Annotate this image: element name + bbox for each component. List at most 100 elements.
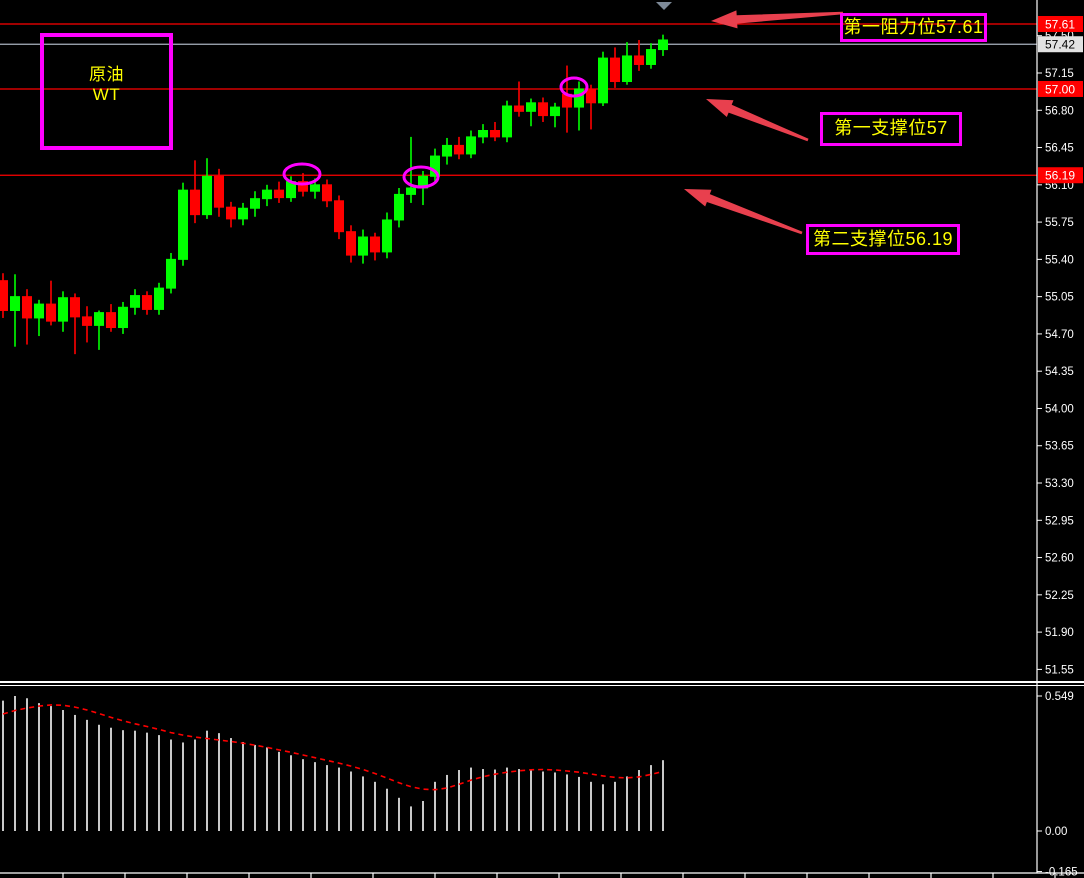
candlestick: [238, 207, 248, 220]
candlestick: [658, 39, 668, 51]
candlestick: [334, 200, 344, 233]
indicator-tick-label: 0.549: [1045, 691, 1074, 703]
price-tick-label: 56.80: [1045, 105, 1074, 117]
price-badge: [1038, 80, 1083, 97]
price-badge-label: 56.19: [1045, 169, 1075, 183]
symbol-name: 原油: [89, 65, 124, 84]
candlestick: [274, 189, 284, 199]
candlestick: [430, 155, 440, 177]
annotation-arrow[interactable]: [684, 189, 803, 235]
support2-annotation-text: 第二支撑位56.19: [812, 228, 954, 249]
price-tick-label: 51.90: [1045, 627, 1074, 639]
annotation-arrow[interactable]: [711, 10, 844, 29]
indicator-histogram: [2, 696, 664, 831]
symbol-annotation-box[interactable]: 原油 WT: [40, 33, 173, 150]
price-tick-label: 54.35: [1045, 366, 1074, 378]
candlestick: [214, 175, 224, 208]
candlestick: [190, 189, 200, 216]
candlestick: [454, 144, 464, 155]
candlestick: [106, 312, 116, 329]
candlestick: [130, 295, 140, 308]
symbol-code: WT: [92, 85, 121, 105]
candlestick: [22, 296, 32, 319]
candlestick: [646, 49, 656, 65]
candlestick: [514, 105, 524, 112]
candlestick: [466, 136, 476, 155]
resistance-annotation[interactable]: 第一阻力位57.61: [840, 13, 987, 42]
candlestick: [502, 105, 512, 138]
candles-layer: [0, 34, 668, 355]
price-tick-label: 51.55: [1045, 664, 1074, 676]
candlestick: [250, 198, 260, 209]
candlestick: [298, 181, 308, 192]
price-tick-label: 52.25: [1045, 590, 1074, 602]
candlestick: [358, 236, 368, 256]
price-tick-label: 52.60: [1045, 553, 1074, 565]
price-tick-label: 52.95: [1045, 515, 1074, 527]
support2-annotation[interactable]: 第二支撑位56.19: [806, 224, 960, 255]
highlight-ellipse[interactable]: [559, 76, 589, 98]
scroll-marker-icon: [656, 2, 672, 10]
price-badge: [1038, 16, 1083, 32]
price-badge-label: 57.61: [1045, 18, 1075, 32]
price-tick-label: 55.40: [1045, 254, 1074, 266]
candlestick: [310, 184, 320, 192]
candlestick: [478, 130, 488, 138]
indicator-tick-label: 0.00: [1045, 826, 1067, 838]
price-tick-label: 54.00: [1045, 403, 1074, 415]
candlestick: [34, 303, 44, 319]
price-badge: [1038, 167, 1083, 184]
price-tick-label: 56.45: [1045, 143, 1074, 155]
candlestick: [46, 303, 56, 322]
candlestick: [10, 296, 20, 311]
candlestick: [442, 144, 452, 157]
price-tick-label: 55.05: [1045, 292, 1074, 304]
time-axis[interactable]: [62, 873, 1056, 878]
candlestick: [598, 57, 608, 104]
highlight-ellipse[interactable]: [402, 165, 440, 189]
candlestick: [142, 295, 152, 310]
price-tick-label: 54.70: [1045, 329, 1074, 341]
price-badge-label: 57.42: [1045, 38, 1075, 52]
candlestick: [166, 258, 176, 289]
price-tick-label: 55.75: [1045, 217, 1074, 229]
candlestick: [526, 102, 536, 112]
price-tick-label: 57.15: [1045, 68, 1074, 80]
annotation-arrow[interactable]: [706, 99, 809, 142]
candlestick: [394, 193, 404, 221]
highlight-ellipse[interactable]: [282, 162, 322, 186]
candlestick: [0, 280, 8, 311]
candlestick: [178, 189, 188, 260]
candlestick: [586, 88, 596, 104]
candlestick: [94, 312, 104, 326]
candlestick: [370, 236, 380, 253]
candlestick: [622, 55, 632, 83]
candlestick: [262, 189, 272, 200]
candlestick: [118, 306, 128, 329]
candlestick: [406, 187, 416, 195]
price-tick-label: 53.65: [1045, 441, 1074, 453]
price-badge-label: 57.00: [1045, 82, 1075, 96]
support1-annotation[interactable]: 第一支撑位57: [820, 112, 962, 146]
candlestick: [226, 206, 236, 220]
candlestick: [70, 297, 80, 318]
candlestick: [82, 316, 92, 326]
price-axis[interactable]: 57.5057.1556.8056.4556.1055.7555.4055.05…: [1037, 16, 1083, 878]
candlestick: [610, 57, 620, 83]
candlestick: [382, 219, 392, 253]
support1-annotation-text: 第一支撑位57: [834, 118, 948, 139]
price-badge: [1038, 36, 1083, 53]
candlestick: [634, 55, 644, 65]
candlestick: [322, 184, 332, 202]
candlestick: [346, 231, 356, 256]
candlestick: [574, 88, 584, 108]
candlestick: [490, 130, 500, 138]
candlestick: [550, 106, 560, 117]
indicator-tick-label: -0.165: [1045, 867, 1078, 878]
indicator-signal-line: [2, 704, 664, 791]
candlestick: [538, 102, 548, 117]
candlestick: [154, 287, 164, 310]
